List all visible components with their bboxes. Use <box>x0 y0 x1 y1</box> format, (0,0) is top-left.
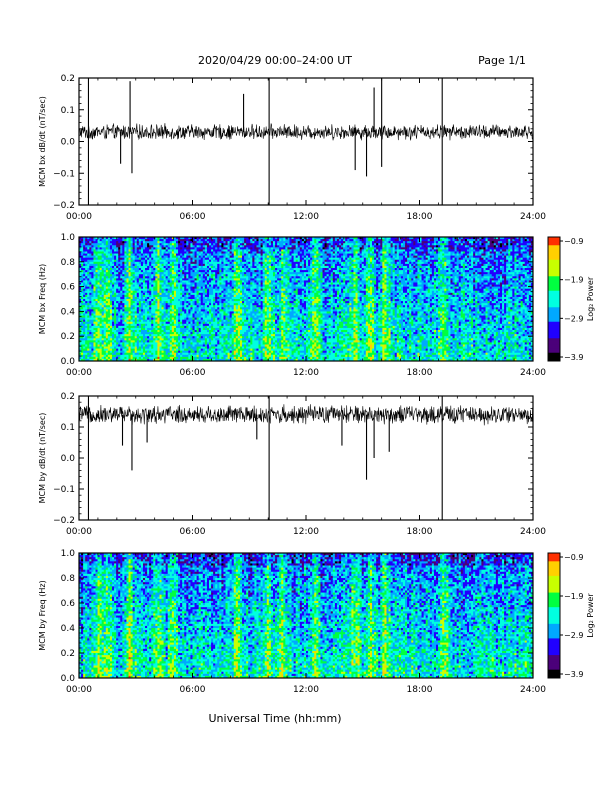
y-axis-label: MCM bx dB/dt (nT/sec) <box>38 96 47 187</box>
x-tick-label: 18:00 <box>407 212 433 222</box>
x-tick-label: 00:00 <box>66 212 92 222</box>
y-tick-label: 0.0 <box>61 138 76 148</box>
x-tick-label: 24:00 <box>520 212 546 222</box>
y-tick-label: −0.2 <box>53 201 75 211</box>
figure-title: 2020/04/29 00:00–24:00 UT <box>198 54 352 67</box>
spectrogram-cells <box>79 237 533 361</box>
panel-bx-dbdt: 00:00 06:00 12:00 18:00 24:00 0.2 0.1 0.0 −0.1 −0… <box>38 74 546 222</box>
x-tick-label: 12:00 <box>293 212 319 222</box>
y-tick-label: −0.1 <box>53 169 75 179</box>
plot-frame <box>79 78 533 205</box>
page-label: Page 1/1 <box>478 54 526 67</box>
x-tick-label: 06:00 <box>180 212 206 222</box>
y-tick-label: 0.1 <box>61 106 75 116</box>
series-line <box>79 123 533 140</box>
y-tick-label: 0.2 <box>61 74 75 84</box>
